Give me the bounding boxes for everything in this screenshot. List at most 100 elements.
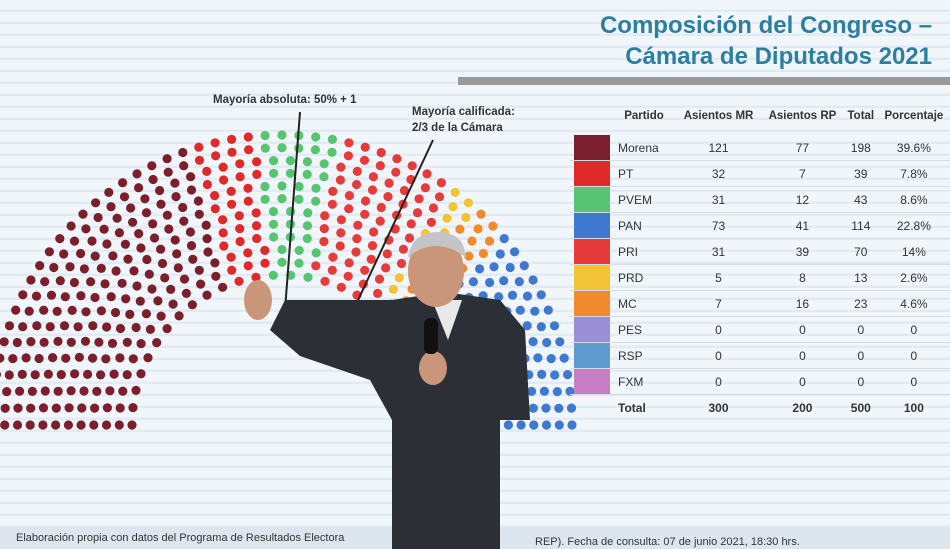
seats-rp: 0	[761, 316, 844, 343]
party-color-swatch	[574, 343, 610, 368]
seat-dot	[105, 386, 115, 396]
seat-dot	[439, 353, 449, 363]
seat-dot	[21, 353, 31, 363]
table-row: RSP 0 0 0 0	[570, 342, 950, 369]
seat-dot	[369, 227, 379, 237]
party-name: Morena	[612, 135, 676, 161]
seat-dot	[422, 281, 432, 291]
swatch-cell	[570, 290, 612, 317]
seat-dot	[373, 288, 383, 298]
seat-dot	[426, 354, 436, 364]
seat-dot	[18, 322, 28, 332]
seat-dot	[533, 353, 543, 363]
seat-dot	[426, 217, 436, 227]
seat-dot	[166, 284, 176, 294]
seat-dot	[211, 271, 221, 281]
seat-dot	[319, 236, 329, 247]
seat-dot	[268, 270, 278, 280]
seat-dot	[260, 130, 270, 141]
seat-dot	[226, 186, 236, 196]
seat-dot	[384, 178, 394, 188]
seat-dot	[210, 258, 220, 268]
seat-dot	[477, 403, 487, 413]
table-row: PT 32 7 39 7.8%	[570, 160, 950, 187]
seat-dot	[473, 307, 483, 317]
swatch-cell	[570, 160, 612, 187]
seat-dot	[399, 185, 409, 196]
seat-dot	[55, 234, 65, 244]
seat-dot	[46, 290, 57, 300]
seat-dot	[432, 370, 442, 380]
table-body: Morena 121 77 198 39.6% PT 32 7 39 7.8% PVEM 31 12 43…	[570, 135, 950, 421]
seat-dot	[38, 403, 49, 413]
seat-dot	[433, 294, 443, 304]
seat-dot	[132, 281, 142, 291]
seat-dot	[294, 245, 304, 255]
seat-dot	[524, 370, 534, 380]
seat-dot	[559, 353, 569, 363]
seat-dot	[115, 353, 125, 363]
seat-dot	[8, 354, 18, 364]
seat-dot	[172, 249, 182, 259]
seat-dot	[128, 354, 138, 364]
majority-pointer-line	[284, 111, 301, 311]
seat-dot	[555, 337, 565, 347]
seat-dot	[429, 309, 439, 319]
seat-dot	[107, 338, 118, 348]
seat-dot	[235, 236, 245, 247]
seat-dot	[155, 185, 165, 196]
seat-dot	[64, 403, 74, 413]
seat-dot	[303, 272, 313, 282]
party-name: MC	[612, 290, 676, 317]
seat-dot	[452, 239, 462, 249]
seat-dot	[328, 186, 338, 196]
seat-dot	[69, 277, 79, 288]
seat-dot	[368, 172, 378, 182]
total-header: Total	[847, 110, 875, 122]
seats-rp: 0	[761, 342, 844, 369]
seat-dot	[327, 134, 337, 144]
seat-dot	[92, 386, 102, 396]
seat-dot	[78, 209, 88, 219]
party-color-swatch	[574, 369, 610, 394]
seat-dot	[268, 219, 279, 229]
seat-dot	[156, 311, 166, 321]
party-name: FXM	[612, 368, 676, 395]
seat-dot	[44, 247, 55, 257]
total-label: Total	[612, 394, 676, 421]
seats-mr: 32	[676, 160, 762, 187]
seat-dot	[268, 156, 279, 166]
seat-dot	[554, 420, 564, 430]
party-name: PRI	[612, 238, 676, 265]
seat-dot	[187, 300, 197, 310]
qualified-majority-line2: 2/3 de la Cámara	[412, 122, 503, 134]
seat-dot	[26, 275, 36, 285]
seat-dot	[88, 353, 98, 363]
seat-dot	[344, 204, 354, 214]
seat-dot	[235, 159, 245, 169]
qualified-majority-annotation: Mayoría calificada: 2/3 de la Cámara	[412, 104, 515, 136]
seat-dot	[398, 311, 408, 321]
seat-dot	[96, 370, 106, 380]
seat-dot	[260, 194, 270, 204]
seat-dot	[436, 386, 446, 396]
seat-dot	[91, 198, 101, 208]
seat-dot	[87, 236, 97, 246]
seat-dot	[294, 194, 304, 204]
seat-dot	[70, 369, 80, 379]
results-table: Partido Asientos MR Asientos RP Total Po…	[570, 97, 950, 421]
seat-dot	[268, 206, 278, 217]
seat-dot	[53, 336, 63, 346]
seat-dot	[178, 202, 188, 213]
seat-dot	[163, 167, 173, 177]
seat-dot	[25, 420, 35, 430]
seat-dot	[413, 309, 423, 319]
seats-percentage: 14%	[877, 238, 950, 265]
seat-dot	[277, 244, 287, 255]
seat-dot	[277, 181, 287, 191]
seat-dot	[251, 221, 262, 231]
seats-percentage: 4.6%	[877, 290, 950, 317]
seat-dot	[439, 403, 449, 413]
seat-dot	[458, 306, 468, 316]
seat-dot	[294, 258, 304, 268]
